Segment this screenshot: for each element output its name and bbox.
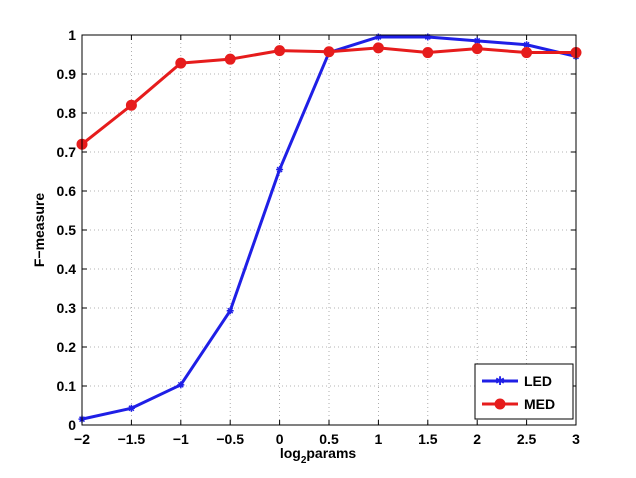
x-axis-title: log2params <box>280 445 357 466</box>
legend: ✱ LED MED <box>474 363 574 420</box>
x-axis-title-subscript: 2 <box>301 455 307 466</box>
y-tick-label: 0.8 <box>57 105 77 121</box>
legend-led-label: LED <box>524 373 552 389</box>
x-tick-label: −0.5 <box>216 431 244 447</box>
data-point-led <box>424 33 432 41</box>
data-point-med <box>372 42 384 54</box>
data-point-med <box>224 53 236 65</box>
x-tick-label: 0.5 <box>319 431 339 447</box>
x-tick-label: 2 <box>473 431 481 447</box>
x-tick-label: 1 <box>375 431 383 447</box>
y-tick-label: 0.6 <box>57 183 77 199</box>
y-tick-label: 0.7 <box>57 144 77 160</box>
data-point-led <box>276 166 284 174</box>
data-point-led <box>523 41 531 49</box>
y-tick-label: 0.9 <box>57 66 77 82</box>
data-point-med <box>125 99 137 111</box>
data-point-med <box>175 57 187 69</box>
x-axis-title-base: log <box>280 445 301 461</box>
x-tick-label: −1 <box>173 431 189 447</box>
data-point-led <box>177 381 185 389</box>
y-tick-labels: 0 0.1 0.2 0.3 0.4 0.5 0.6 0.7 0.8 0.9 1 <box>57 27 77 433</box>
plot-frame <box>81 34 577 426</box>
x-tick-label: 1.5 <box>418 431 438 447</box>
data-point-med <box>471 43 483 55</box>
x-tick-label: 0 <box>276 431 284 447</box>
x-axis-title-rest: params <box>306 445 356 461</box>
data-point-med <box>323 46 335 58</box>
legend-led-marker: ✱ <box>495 374 505 388</box>
data-point-led <box>127 404 135 412</box>
legend-box <box>474 363 574 420</box>
y-tick-label: 1 <box>68 27 76 43</box>
series-med <box>76 42 582 150</box>
data-point-med <box>274 45 286 57</box>
legend-med-marker <box>494 398 506 410</box>
x-tick-labels: −2 −1.5 −1 −0.5 0 0.5 1 1.5 2 2.5 3 <box>74 431 580 447</box>
x-tick-label: −2 <box>74 431 90 447</box>
data-point-med <box>521 47 533 59</box>
y-tick-label: 0.4 <box>57 261 77 277</box>
y-tick-label: 0.5 <box>57 222 77 238</box>
x-tick-label: 2.5 <box>517 431 537 447</box>
data-point-led <box>473 37 481 45</box>
y-tick-label: 0.3 <box>57 300 77 316</box>
data-point-led <box>226 307 234 315</box>
data-point-med <box>422 47 434 59</box>
y-tick-label: 0.2 <box>57 339 77 355</box>
data-point-led <box>374 33 382 41</box>
legend-med-label: MED <box>524 396 555 412</box>
y-tick-label: 0 <box>68 417 76 433</box>
y-tick-label: 0.1 <box>57 378 77 394</box>
x-tick-label: 3 <box>572 431 580 447</box>
series-layer <box>76 33 582 423</box>
x-tick-label: −1.5 <box>118 431 146 447</box>
y-axis-title: F−measure <box>31 193 47 268</box>
